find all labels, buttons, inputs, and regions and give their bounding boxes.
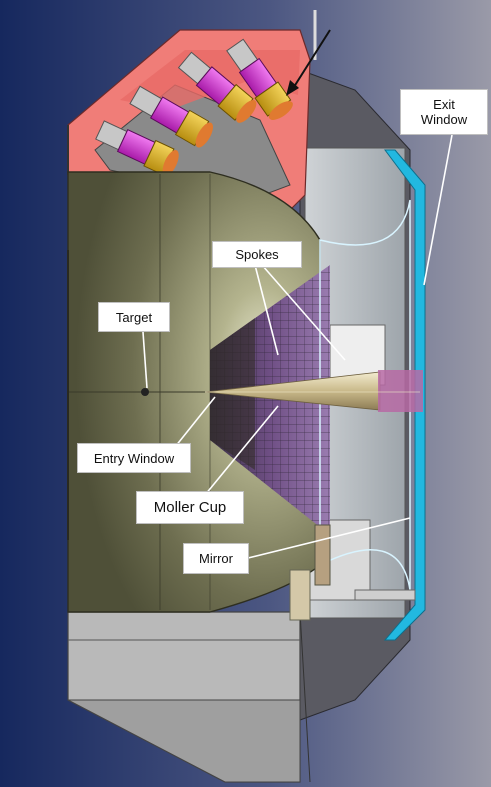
label-exit-window: Exit Window [400, 89, 488, 135]
callout-lines [142, 29, 453, 559]
label-exit-window-line1: Exit [433, 97, 455, 112]
label-target: Target [98, 302, 170, 332]
gas-vessel [67, 171, 321, 613]
arrow-pmt [291, 29, 331, 91]
arrow-exit-window [423, 134, 453, 286]
arrow-moller-cup [204, 405, 279, 496]
arrow-spokes-2 [261, 264, 346, 361]
pmt-array [95, 38, 293, 176]
arrow-mirror [247, 517, 411, 559]
arrow-target [142, 331, 148, 389]
label-spokes: Spokes [212, 241, 302, 268]
target-point [141, 388, 149, 396]
arrow-entry-window [174, 396, 216, 448]
lower-box [67, 611, 311, 783]
moller-cone [204, 370, 423, 412]
arrow-spokes-1 [254, 264, 279, 356]
label-mirror: Mirror [183, 543, 249, 574]
arrow-pmt-head [286, 80, 299, 96]
label-entry-window: Entry Window [77, 443, 191, 473]
label-exit-window-line2: Window [420, 112, 468, 127]
label-moller-cup: Moller Cup [136, 491, 244, 524]
